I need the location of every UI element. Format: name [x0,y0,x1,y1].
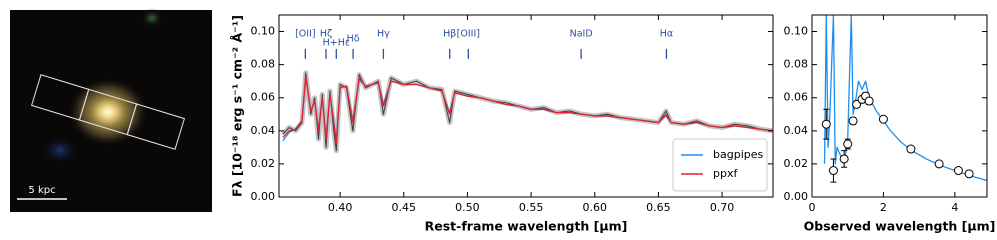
line-label: Hδ [347,34,360,45]
x-tick-label: 0 [809,201,816,214]
x-axis-label: Rest-frame wavelength [μm] [425,219,628,234]
axes-frame [278,14,774,198]
spectrum-line [823,15,987,182]
x-tick-label: 0.60 [583,201,608,214]
x-tick-label: 0.45 [392,201,417,214]
photometry-point [843,139,853,149]
neighbor-source [140,8,164,28]
x-tick-label: 2 [880,201,887,214]
photometry-point [821,119,831,129]
line-label: H+Hε [323,38,350,49]
axes-frame [811,14,988,198]
legend-label: bagpipes [713,148,763,161]
x-tick-label: 0.40 [328,201,353,214]
line-label: [OII] [295,29,316,40]
photometry-point [906,144,916,154]
plot-area [281,70,773,154]
x-tick-label: 4 [951,201,958,214]
scale-label: 5 kpc [28,185,55,196]
y-tick-label: 0.04 [784,124,809,137]
photometry-point [878,114,888,124]
photometry-point [964,169,974,179]
photometry-point [934,159,944,169]
y-tick-label: 0.00 [251,190,276,203]
x-tick-label: 0.50 [455,201,480,214]
y-tick-label: 0.02 [784,157,809,170]
y-tick-label: 0.10 [784,25,809,38]
slit [126,103,186,150]
y-tick-label: 0.08 [251,58,276,71]
y-tick-label: 0.08 [784,58,809,71]
photometry-point [828,166,838,176]
photometry-point [839,154,849,164]
line-label: Hζ [320,29,332,40]
x-tick-label: 0.65 [646,201,671,214]
slits [30,74,186,150]
plot-area [823,15,987,182]
legend-box [672,138,768,192]
x-axis-label: Observed wavelength [μm] [804,219,996,234]
spectrum-line [282,75,773,144]
image-panel: 5 kpc [10,8,212,212]
y-tick-label: 0.02 [251,157,276,170]
line-label: [OIII] [457,29,480,40]
y-axis-label: Fλ [10⁻¹⁸ erg s⁻¹ cm⁻² Å⁻¹] [230,15,245,197]
line-label: Hα [660,29,673,40]
y-tick-label: 0.10 [251,25,276,38]
line-label: Hγ [377,29,390,40]
photometry-point [864,96,874,106]
diffuse-emission [38,134,82,166]
y-tick-label: 0.06 [784,91,809,104]
x-tick-label: 0.70 [710,201,735,214]
y-tick-label: 0.04 [251,124,276,137]
x-tick-label: 0.55 [519,201,544,214]
photometry-point [848,116,858,126]
y-tick-label: 0.00 [784,190,809,203]
y-tick-label: 0.06 [251,91,276,104]
legend-label: ppxf [713,167,738,180]
photometry-point [953,166,963,176]
line-label: Hβ [443,29,456,40]
line-label: NaID [570,29,593,40]
